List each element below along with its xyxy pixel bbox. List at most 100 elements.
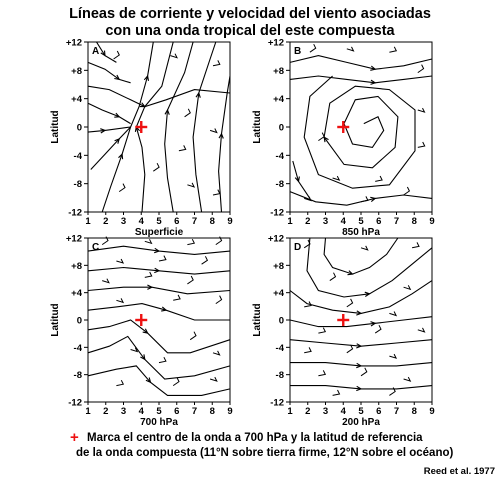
x-tick-label: 6 <box>376 406 381 417</box>
wind-barb <box>318 132 325 142</box>
x-tick-label: 7 <box>192 216 197 227</box>
streamline-arrowhead <box>143 74 150 81</box>
y-axis-label: Latitud <box>252 303 263 336</box>
wind-barb <box>215 295 223 305</box>
wind-barb <box>389 311 398 317</box>
x-tick-label: 8 <box>210 216 215 227</box>
streamline-arrowhead <box>100 128 107 134</box>
streamline-arrowhead <box>356 362 363 369</box>
wind-barb <box>212 60 221 67</box>
x-tick-label: 1 <box>287 406 293 417</box>
streamline-arrowhead <box>142 328 149 334</box>
y-tick-label: +4 <box>273 94 285 105</box>
wind-barb <box>329 272 337 282</box>
x-tick-label: 8 <box>412 216 417 227</box>
wind-barb <box>212 350 221 356</box>
y-tick-label: -4 <box>74 343 83 354</box>
x-tick-label: 3 <box>323 216 328 227</box>
x-tick-label: 5 <box>156 406 162 417</box>
y-tick-label: +4 <box>273 288 285 299</box>
panel-frame <box>289 41 433 213</box>
streamline-arrowhead <box>100 50 106 57</box>
streamline-arrowhead <box>356 310 363 316</box>
x-tick-label: 2 <box>103 406 108 417</box>
streamline-arrowhead <box>154 267 161 274</box>
streamline <box>130 41 154 128</box>
streamline <box>306 237 433 298</box>
x-tick-label: 5 <box>156 216 162 227</box>
streamline <box>87 335 231 380</box>
panel-b: +12 +8 +4 0 -4 -8 -121 2 3 4 5 6 7 8 9 Latitud 850 hPa B <box>252 38 435 239</box>
panel-c: +12 +8 +4 0 -4 -8 -121 2 3 4 5 6 7 8 9 Latitud 700 hPa C <box>50 234 233 429</box>
wind-barb <box>189 331 197 341</box>
x-tick-label: 3 <box>323 406 328 417</box>
wind-barb <box>346 344 354 354</box>
y-tick-label: -12 <box>68 208 82 219</box>
footnote: + Marca el centro de la onda a 700 hPa y… <box>70 429 453 459</box>
wind-barb <box>118 183 126 193</box>
streamline <box>289 75 433 84</box>
wind-barb <box>209 376 218 382</box>
x-tick-label: 9 <box>227 406 232 417</box>
streamline-arrowhead <box>370 65 377 71</box>
streamline-arrowhead <box>161 306 168 312</box>
y-tick-label: -4 <box>276 151 285 162</box>
streamline-arrowhead <box>364 291 371 297</box>
level-label: 850 hPa <box>342 227 380 238</box>
streamline <box>87 319 231 354</box>
x-tick-label: 2 <box>103 216 108 227</box>
streamline-arrowhead <box>164 108 170 115</box>
panel-letter: D <box>294 242 301 253</box>
wind-barb <box>304 347 312 354</box>
y-tick-label: -8 <box>276 179 284 190</box>
x-tick-label: 2 <box>305 216 310 227</box>
y-tick-label: +12 <box>268 234 284 245</box>
y-tick-label: -12 <box>270 208 284 219</box>
streamline-arrowhead <box>145 377 152 384</box>
streamline-arrowhead <box>195 91 201 98</box>
wind-barb <box>184 108 191 118</box>
wind-barb <box>215 236 223 246</box>
wind-barb <box>187 182 196 188</box>
y-tick-label: 0 <box>77 316 82 327</box>
x-tick-label: 4 <box>341 406 347 417</box>
wind-barb <box>130 347 139 353</box>
y-tick-label: -4 <box>74 151 83 162</box>
streamline-arrowhead <box>218 132 224 139</box>
y-tick-label: +8 <box>273 66 284 77</box>
wind-barb <box>403 186 411 196</box>
streamline-arrowhead <box>356 343 363 349</box>
wind-barb <box>389 353 398 359</box>
streamline-arrowhead <box>370 79 377 85</box>
x-tick-label: 3 <box>121 406 126 417</box>
streamline-arrowhead <box>294 176 300 183</box>
wind-barb <box>417 327 426 333</box>
figure-title-line2: con una onda tropical del este compuesta <box>105 23 395 39</box>
y-axis-label: Latitud <box>252 110 263 143</box>
wind-barb <box>417 141 426 148</box>
y-tick-label: +8 <box>273 261 284 272</box>
wind-barb <box>153 162 160 172</box>
wind-barb <box>375 175 383 182</box>
wind-barb <box>332 175 341 181</box>
streamline-arrowhead <box>370 321 377 327</box>
wind-barb <box>187 275 194 285</box>
wind-barb <box>346 298 354 308</box>
y-tick-label: +4 <box>71 94 83 105</box>
streamline <box>289 191 433 206</box>
y-tick-label: -12 <box>68 398 82 409</box>
wind-barb <box>389 46 398 53</box>
streamline-arrowhead <box>370 196 377 203</box>
streamline <box>101 126 132 213</box>
panel-frame <box>87 41 231 213</box>
wind-barb <box>212 189 221 196</box>
level-label: Superficie <box>135 227 184 238</box>
x-tick-label: 9 <box>227 216 232 227</box>
y-tick-label: +12 <box>268 38 284 49</box>
y-tick-label: +4 <box>71 288 83 299</box>
wind-barb <box>144 239 153 245</box>
wind-barb <box>173 294 181 301</box>
x-tick-label: 1 <box>85 216 91 227</box>
y-tick-label: +8 <box>71 261 82 272</box>
panel-letter: C <box>92 242 99 253</box>
